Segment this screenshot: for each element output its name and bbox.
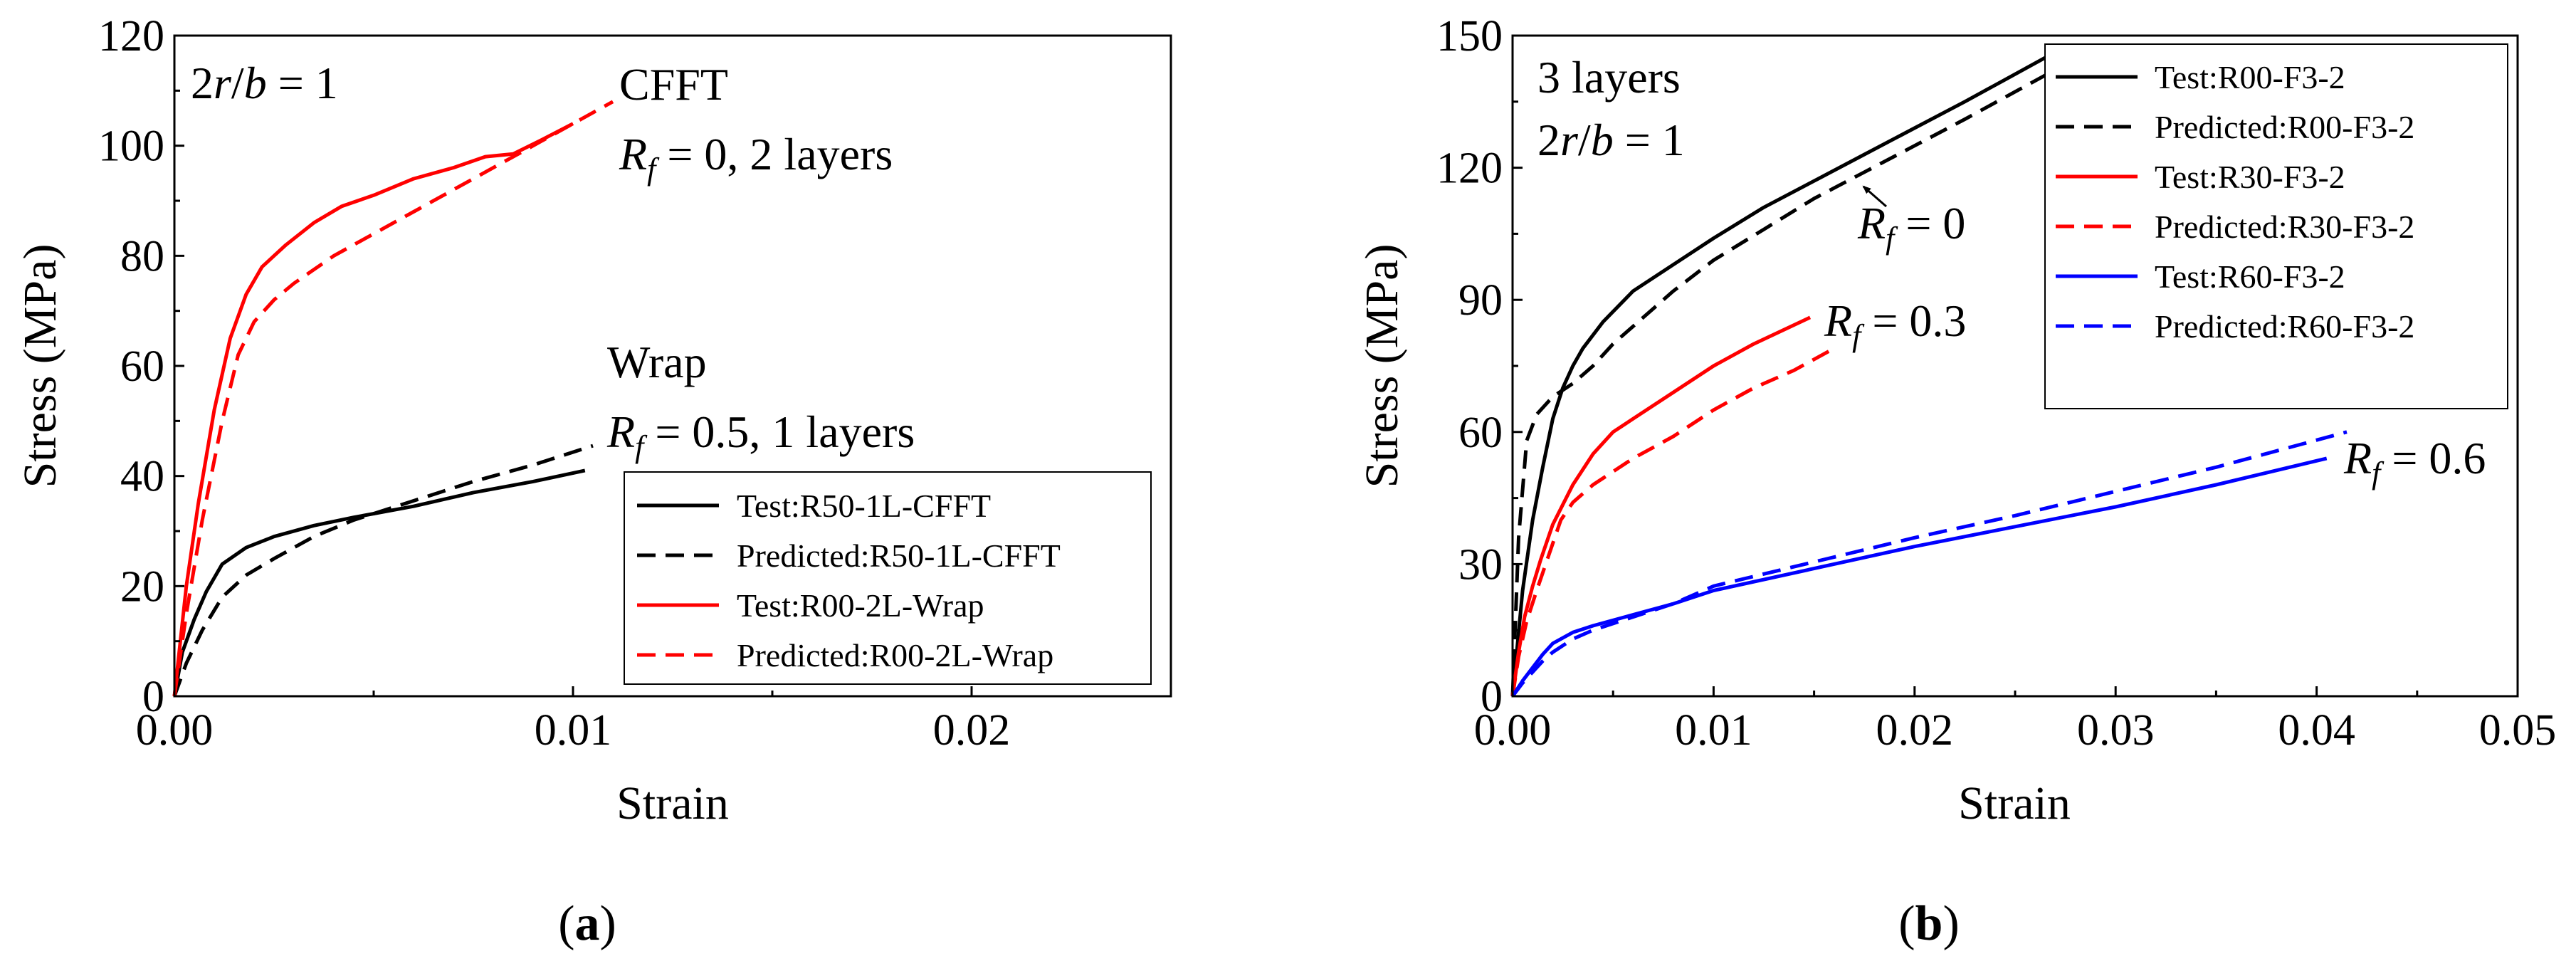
- panel-b-legend-label: Test:R60-F3-2: [2155, 258, 2345, 295]
- panel-a: 0.00 0.01 0.02 0 20 40 60 80 100 120 Strain Stres…: [14, 12, 1172, 829]
- panel-b-label: (b): [1898, 896, 1960, 951]
- panel-a-y-tick-label: 40: [120, 453, 164, 501]
- panel-a-legend-frame: [624, 471, 1152, 685]
- panel-b-legend-label: Test:R00-F3-2: [2155, 59, 2345, 95]
- panel-a-x-tick-label: 0.02: [933, 706, 1011, 755]
- panel-b: 0.00 0.01 0.02 0.03 0.04 0.05 0 30 60 90 120 150 St…: [1356, 12, 2556, 829]
- panel-a-label: (a): [558, 896, 616, 951]
- panel-a-legend-label: Test:R50-1L-CFFT: [737, 488, 991, 524]
- panel-b-rf06-annotation: Rf = 0.6: [2343, 433, 2486, 490]
- panel-a-legend: Test:R50-1L-CFFT Predicted:R50-1L-CFFT Tes…: [624, 471, 1152, 685]
- panel-b-y-tick-label: 60: [1458, 409, 1503, 457]
- panel-b-x-tick-label: 0.00: [1474, 706, 1552, 755]
- panel-a-wrap-note: Rf = 0.5, 1 layers: [606, 406, 915, 464]
- panel-b-x-tick-label: 0.03: [2077, 706, 2155, 755]
- panel-b-ticks: 0.00 0.01 0.02 0.03 0.04 0.05 0 30 60 90 120 150: [1436, 12, 2556, 755]
- panel-b-legend-label: Predicted:R60-F3-2: [2155, 308, 2414, 345]
- panel-b-rf0-annotation: Rf = 0: [1857, 198, 1965, 256]
- panel-a-legend-label: Predicted:R50-1L-CFFT: [737, 537, 1061, 574]
- panel-b-series-line-5: [1510, 456, 2328, 698]
- panel-b-layers-annotation: 3 layers: [1537, 52, 1681, 103]
- panel-a-y-tick-label: 60: [120, 342, 164, 391]
- panel-b-y-tick-label: 0: [1481, 673, 1503, 721]
- panel-b-y-tick-label: 120: [1436, 145, 1503, 193]
- panel-b-series-line-6: [1511, 430, 2348, 698]
- panel-b-rf0-arrow: [1862, 185, 1887, 208]
- panel-b-x-axis-title: Strain: [1958, 777, 2071, 829]
- panel-b-series-line-2: [1510, 73, 2046, 697]
- panel-a-y-tick-label: 0: [142, 673, 164, 721]
- panel-a-legend-label: Predicted:R00-2L-Wrap: [737, 637, 1053, 673]
- panel-b-series-line-4: [1510, 347, 1836, 697]
- panel-b-legend: Test:R00-F3-2 Predicted:R00-F3-2 Test:R30-…: [2044, 43, 2508, 409]
- panel-b-y-tick-label: 30: [1458, 540, 1503, 589]
- panel-a-y-tick-label: 120: [98, 12, 164, 61]
- panel-a-y-axis-title: Stress (MPa): [14, 244, 66, 488]
- panel-b-y-tick-label: 90: [1458, 276, 1503, 325]
- panel-a-marks: [172, 100, 614, 697]
- panel-a-x-tick-label: 0.00: [136, 706, 214, 755]
- panel-b-legend-label: Predicted:R30-F3-2: [2155, 209, 2414, 245]
- panel-a-wrap-title: Wrap: [607, 337, 707, 387]
- panel-b-legend-label: Test:R30-F3-2: [2155, 159, 2345, 195]
- panel-a-cfft-title: CFFT: [619, 59, 728, 110]
- panel-b-geometry-annotation: 2r/b = 1: [1537, 115, 1685, 165]
- panel-b-rf03-annotation: Rf = 0.3: [1824, 295, 1966, 353]
- panel-a-legend-label: Test:R00-2L-Wrap: [737, 587, 984, 624]
- panel-a-cfft-note: Rf = 0, 2 layers: [619, 129, 893, 187]
- panel-b-y-tick-label: 150: [1436, 12, 1503, 61]
- panel-b-marks: [1510, 56, 2348, 698]
- panel-a-series-line-2: [172, 444, 594, 697]
- panel-b-series-line-3: [1510, 315, 1812, 697]
- panel-a-ticks: 0.00 0.01 0.02 0 20 40 60 80 100 120: [98, 12, 1010, 755]
- panel-a-y-tick-label: 100: [98, 122, 164, 171]
- panel-a-x-axis-title: Strain: [616, 777, 729, 829]
- panel-b-x-tick-label: 0.05: [2479, 706, 2557, 755]
- panel-b-x-tick-label: 0.02: [1876, 706, 1954, 755]
- panel-a-series-line-3: [172, 122, 574, 697]
- panel-a-y-tick-label: 20: [120, 562, 164, 611]
- panel-a-series-line-4: [172, 100, 614, 697]
- panel-b-x-tick-label: 0.01: [1675, 706, 1752, 755]
- panel-b-legend-label: Predicted:R00-F3-2: [2155, 109, 2414, 145]
- panel-a-series-line-1: [172, 468, 586, 697]
- panel-b-y-axis-title: Stress (MPa): [1356, 244, 1408, 488]
- panel-a-x-tick-label: 0.01: [535, 706, 612, 755]
- panel-b-x-tick-label: 0.04: [2278, 706, 2355, 755]
- panel-a-geometry-annotation: 2r/b = 1: [191, 58, 338, 108]
- panel-b-series-line-1: [1510, 56, 2046, 697]
- panel-a-y-tick-label: 80: [120, 232, 164, 280]
